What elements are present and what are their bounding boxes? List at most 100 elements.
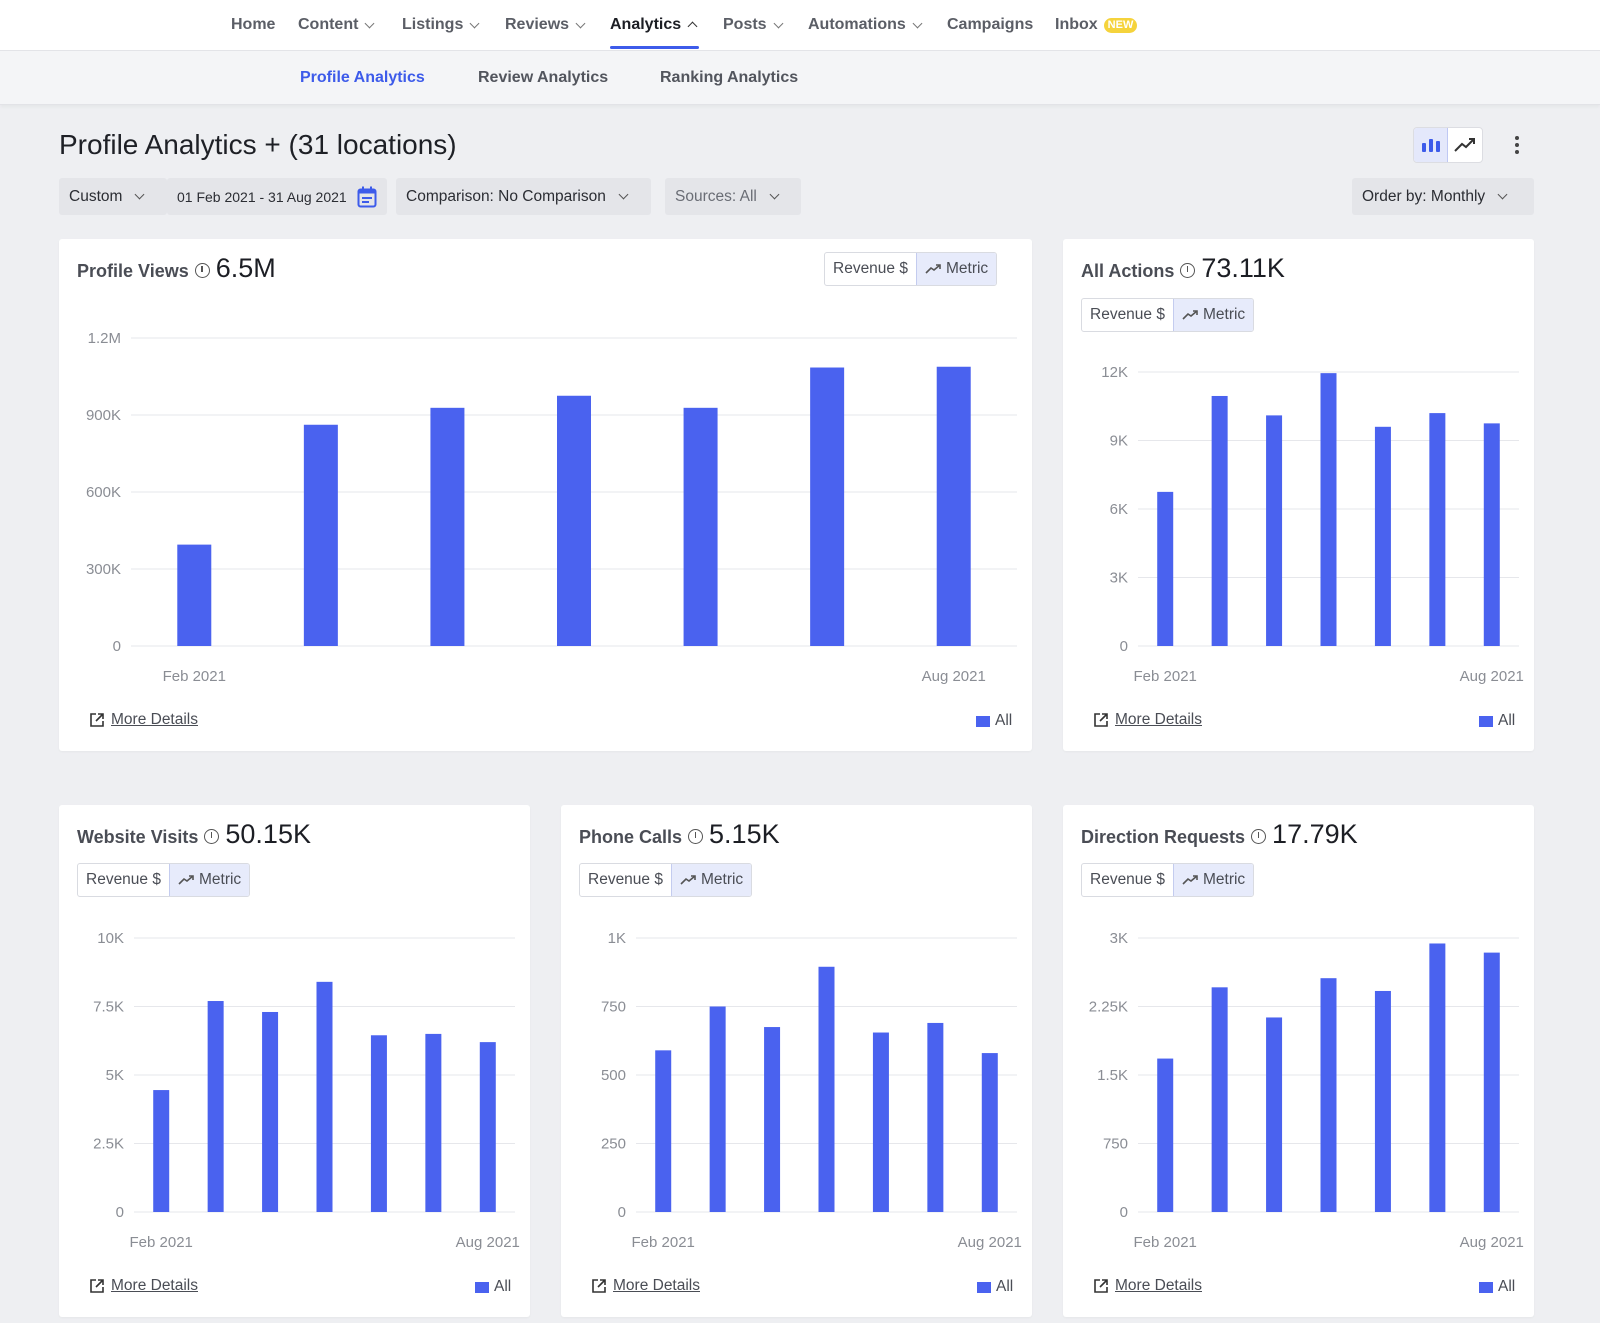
y-tick-label: 6K — [1110, 501, 1128, 518]
info-icon[interactable] — [1180, 263, 1196, 278]
order-by-value: Order by: Monthly — [1362, 187, 1486, 205]
nav-item-analytics[interactable]: Analytics — [610, 16, 698, 34]
card-value: 73.11K — [1201, 253, 1285, 283]
bar — [1429, 943, 1446, 1212]
bar — [1157, 491, 1174, 646]
x-tick-label: Feb 2021 — [163, 668, 226, 685]
revenue-option[interactable]: Revenue $ — [1082, 864, 1173, 896]
nav-item-campaigns[interactable]: Campaigns — [947, 16, 1033, 34]
legend-label: All — [995, 712, 1013, 729]
card-header: Phone Calls 5.15K — [579, 819, 780, 850]
y-tick-label: 0 — [618, 1204, 626, 1221]
y-tick-label: 750 — [1103, 1136, 1128, 1153]
revenue-label: Revenue $ — [1090, 306, 1165, 323]
more-details-link[interactable]: More Details — [89, 1277, 198, 1295]
tab-ranking-analytics[interactable]: Ranking Analytics — [660, 69, 799, 86]
sources-value: Sources: All — [675, 187, 757, 205]
metric-option[interactable]: Metric — [1172, 299, 1254, 331]
y-tick-label: 12K — [1101, 364, 1128, 381]
external-link-icon — [592, 1279, 606, 1293]
revenue-option[interactable]: Revenue $ — [1082, 299, 1173, 331]
revenue-metric-toggle: Revenue $ Metric — [824, 252, 998, 286]
y-tick-label: 900K — [86, 407, 121, 424]
nav-item-label: Home — [231, 16, 276, 33]
x-tick-label: Feb 2021 — [130, 1234, 193, 1251]
bar-chart-view-button[interactable] — [1414, 128, 1449, 162]
date-range-value: 01 Feb 2021 - 31 Aug 2021 — [177, 188, 347, 205]
y-tick-label: 9K — [1110, 433, 1128, 450]
info-icon[interactable] — [204, 829, 220, 844]
external-link-icon — [1094, 1279, 1108, 1293]
sources-dropdown[interactable]: Sources: All — [665, 178, 801, 215]
tab-review-analytics[interactable]: Review Analytics — [478, 69, 609, 86]
trend-line-icon — [925, 264, 941, 274]
card-title: Direction Requests — [1081, 827, 1246, 847]
tab-profile-analytics[interactable]: Profile Analytics — [300, 69, 425, 86]
bar — [1266, 415, 1283, 646]
nav-item-content[interactable]: Content — [298, 16, 375, 34]
metric-option[interactable]: Metric — [1172, 864, 1254, 896]
more-options-icon[interactable] — [1507, 131, 1527, 159]
bar — [927, 1022, 944, 1212]
chevron-down-icon — [769, 189, 780, 200]
info-icon[interactable] — [688, 829, 704, 844]
date-range-picker[interactable]: 01 Feb 2021 - 31 Aug 2021 — [167, 178, 387, 215]
y-tick-label: 300K — [86, 561, 121, 578]
card-header: Profile Views 6.5M — [77, 253, 276, 284]
y-tick-label: 2.25K — [1089, 999, 1128, 1016]
more-details-label: More Details — [1115, 711, 1202, 728]
y-tick-label: 7.5K — [93, 999, 124, 1016]
more-details-link[interactable]: More Details — [591, 1277, 700, 1295]
order-by-dropdown[interactable]: Order by: Monthly — [1352, 178, 1534, 215]
metric-option[interactable]: Metric — [168, 864, 250, 896]
line-chart-view-button[interactable] — [1448, 128, 1482, 162]
nav-item-reviews[interactable]: Reviews — [505, 16, 586, 34]
y-tick-label: 1.2M — [88, 330, 121, 347]
card-header: All Actions 73.11K — [1081, 253, 1285, 284]
revenue-option[interactable]: Revenue $ — [580, 864, 671, 896]
bar — [262, 1011, 279, 1212]
more-details-link[interactable]: More Details — [1093, 711, 1202, 729]
card-title: Profile Views — [77, 261, 189, 281]
x-tick-label: Feb 2021 — [632, 1234, 695, 1251]
y-tick-label: 10K — [97, 930, 124, 947]
profile-views-chart: 0 300K 600K 900K 1.2M Feb 2021 Aug 2021 — [86, 330, 1017, 685]
nav-item-inbox[interactable]: Inbox NEW — [1055, 16, 1138, 34]
info-icon[interactable] — [194, 263, 210, 278]
bar — [655, 1050, 672, 1212]
nav-item-home[interactable]: Home — [231, 16, 275, 34]
more-details-link[interactable]: More Details — [1093, 1277, 1202, 1295]
nav-item-listings[interactable]: Listings — [402, 16, 480, 34]
period-dropdown[interactable]: Custom — [59, 178, 167, 215]
card-title: Website Visits — [77, 827, 199, 847]
direction-requests-card: Direction Requests 17.79K Revenue $ Metr… — [1063, 805, 1534, 1317]
x-tick-label: Aug 2021 — [1460, 668, 1524, 685]
metric-option[interactable]: Metric — [915, 253, 997, 285]
card-value: 6.5M — [215, 253, 276, 283]
bar — [1211, 987, 1228, 1212]
bar — [709, 1006, 726, 1212]
bar — [430, 407, 465, 646]
nav-item-posts[interactable]: Posts — [723, 16, 784, 34]
card-value: 5.15K — [709, 819, 780, 849]
more-details-link[interactable]: More Details — [89, 711, 198, 729]
info-icon[interactable] — [1251, 829, 1267, 844]
bar — [1374, 426, 1391, 646]
bar — [810, 367, 845, 646]
y-tick-label: 5K — [106, 1067, 124, 1084]
period-value: Custom — [69, 187, 123, 205]
comparison-dropdown[interactable]: Comparison: No Comparison — [396, 178, 651, 215]
bar — [425, 1033, 442, 1212]
revenue-option[interactable]: Revenue $ — [825, 253, 916, 285]
nav-item-automations[interactable]: Automations — [808, 16, 923, 34]
metric-option[interactable]: Metric — [670, 864, 752, 896]
card-header: Direction Requests 17.79K — [1081, 819, 1358, 850]
chevron-down-icon — [912, 18, 923, 28]
legend-swatch — [1479, 1281, 1493, 1293]
bar — [1320, 978, 1337, 1212]
bar — [683, 407, 718, 646]
revenue-option[interactable]: Revenue $ — [78, 864, 169, 896]
comparison-value: Comparison: No Comparison — [406, 187, 606, 205]
page-title: Profile Analytics + (31 locations) — [59, 129, 457, 160]
nav-item-label: Listings — [402, 16, 464, 33]
